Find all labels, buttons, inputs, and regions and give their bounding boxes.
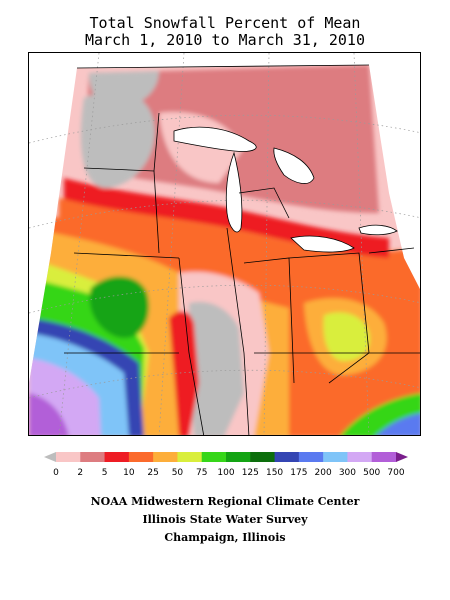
color-fill-layer [29,65,420,435]
legend-tick-label: 125 [242,468,259,478]
credit-isws: Illinois State Water Survey [142,513,308,526]
legend-tick-label: 10 [123,468,135,478]
legend-swatch [298,452,324,462]
legend-swatch [80,452,106,462]
legend-swatch [274,452,300,462]
legend-swatch [56,452,81,462]
legend-swatch [153,452,178,462]
legend-tick-label: 300 [339,468,356,478]
legend-swatch [323,452,348,462]
band-blue-se [374,413,420,435]
credit-noaa: NOAA Midwestern Regional Climate Center [90,495,360,508]
band-medgreen-iowa [89,276,149,338]
legend-tick-label: 175 [290,468,307,478]
color-legend: 0 2 5 10 25 50 75 100 125 150 175 200 300 500 700 [44,452,408,480]
legend-tick-label: 150 [266,468,283,478]
legend-swatch [128,452,154,462]
band-lime-ohio [323,312,370,361]
map-title: Total Snowfall Percent of Mean [89,14,361,32]
legend-swatch [347,452,373,462]
legend-swatch [104,452,130,462]
legend-tick-label: 700 [387,468,404,478]
legend-tick-label: 75 [196,468,207,478]
legend-tick-label: 0 [53,468,59,478]
legend-swatch [201,452,227,462]
legend-tick-label: 200 [315,468,332,478]
band-purple-plains [29,393,69,435]
legend-tick-label: 25 [147,468,158,478]
snowfall-percent-map [28,52,421,436]
legend-swatch [250,452,276,462]
legend-swatch [226,452,251,462]
lat-lon-grid [29,53,420,435]
credit-location: Champaign, Illinois [164,531,286,544]
band-grey-nw [89,71,159,108]
legend-tick-label: 5 [102,468,108,478]
state-boundaries [64,64,420,435]
legend-swatch [371,452,397,462]
legend-tick-label: 100 [217,468,234,478]
legend-swatch-first [44,452,56,462]
band-grey-mn [80,91,155,189]
legend-tick-label: 500 [363,468,380,478]
legend-swatch-last [396,452,408,462]
legend-tick-label: 2 [77,468,83,478]
band-orange-north [59,198,389,273]
band-red-illinois [169,311,199,435]
legend-swatch [177,452,203,462]
map-date-range: March 1, 2010 to March 31, 2010 [85,31,365,49]
band-grey-illinois [189,301,244,435]
legend-tick-label: 50 [172,468,184,478]
